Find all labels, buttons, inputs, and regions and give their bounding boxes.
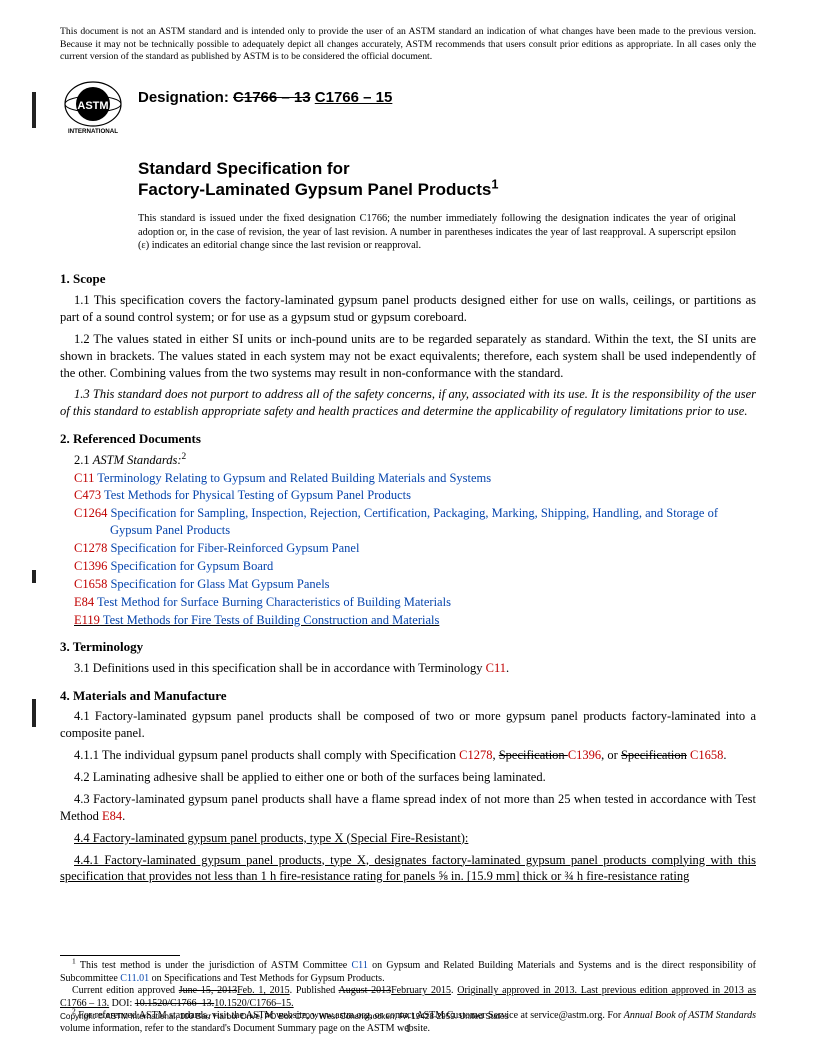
ref-c1396: C1396 Specification for Gypsum Board: [60, 558, 756, 575]
ref-c11-text[interactable]: Terminology Relating to Gypsum and Relat…: [94, 471, 491, 485]
ref-c1264: C1264 Specification for Sampling, Inspec…: [60, 505, 756, 539]
ref-e84-code[interactable]: E84: [74, 595, 94, 609]
fn1-l2-k: 10.1520/C1766–15.: [214, 998, 293, 1009]
materials-heading: 4. Materials and Manufacture: [60, 687, 756, 705]
footnote-rule: [60, 955, 180, 956]
terminology-heading: 3. Terminology: [60, 638, 756, 656]
ref-c1278: C1278 Specification for Fiber-Reinforced…: [60, 540, 756, 557]
mat-4-1-1-strike2: Specification: [621, 748, 687, 762]
fn1-l2-c: Feb. 1, 2015: [237, 985, 290, 996]
mat-4-1-1-f: , or: [601, 748, 621, 762]
ref-c473: C473 Test Methods for Physical Testing o…: [60, 487, 756, 504]
mat-4-3-c: .: [122, 809, 125, 823]
terminology-3-1: 3.1 Definitions used in this specificati…: [60, 660, 756, 677]
ref-c1278-code[interactable]: C1278: [74, 541, 107, 555]
mat-4-1-1-c1658[interactable]: C1658: [690, 748, 723, 762]
fn1-l2-j: 10.1520/C1766–13.: [135, 998, 214, 1009]
mat-4-1-1-c1278[interactable]: C1278: [459, 748, 492, 762]
header-block: ASTM INTERNATIONAL Designation: C1766 – …: [60, 78, 756, 136]
mat-4-3-e84[interactable]: E84: [102, 809, 122, 823]
ref-e119-code[interactable]: E119: [74, 613, 100, 627]
change-bar-logo: [32, 92, 36, 128]
fn1-l2-f: February 2015: [391, 985, 451, 996]
change-bar-e119: [32, 570, 36, 583]
page-number: 1: [0, 1020, 816, 1036]
ref-c11-code[interactable]: C11: [74, 471, 94, 485]
ref-c1264-code[interactable]: C1264: [74, 506, 107, 520]
fn1-l2-e: August 2013: [338, 985, 391, 996]
scope-1-1: 1.1 This specification covers the factor…: [60, 292, 756, 326]
ref-c1396-text[interactable]: Specification for Gypsum Board: [107, 559, 273, 573]
ref-e119: E119 Test Methods for Fire Tests of Buil…: [60, 612, 756, 629]
ref-c473-text[interactable]: Test Methods for Physical Testing of Gyp…: [101, 488, 411, 502]
designation-old: C1766 – 13: [233, 89, 311, 106]
fn1-c11[interactable]: C11: [352, 960, 368, 971]
refdocs-2-1-num: 2.1: [74, 453, 93, 467]
ref-c1658-code[interactable]: C1658: [74, 577, 107, 591]
mat-4-4-1: 4.4.1 Factory-laminated gypsum panel pro…: [60, 852, 756, 886]
ref-c1396-code[interactable]: C1396: [74, 559, 107, 573]
ref-e84: E84 Test Method for Surface Burning Char…: [60, 594, 756, 611]
ref-c11: C11 Terminology Relating to Gypsum and R…: [60, 470, 756, 487]
fn1-l2-b: June 15, 2013: [179, 985, 237, 996]
mat-4-1-1-i: .: [723, 748, 726, 762]
astm-logo: ASTM INTERNATIONAL: [60, 78, 126, 136]
mat-4-1-1-strike1: Specification: [499, 748, 568, 762]
svg-text:ASTM: ASTM: [77, 100, 108, 112]
ref-c1278-text[interactable]: Specification for Fiber-Reinforced Gypsu…: [107, 541, 359, 555]
term-3-1-link[interactable]: C11: [486, 661, 506, 675]
scope-1-2: 1.2 The values stated in either SI units…: [60, 331, 756, 382]
footnote-1-line2: Current edition approved June 15, 2013Fe…: [60, 985, 756, 1010]
fn1-l2-a: Current edition approved: [72, 985, 179, 996]
term-3-1-c: .: [506, 661, 509, 675]
refdocs-sup2: 2: [182, 452, 187, 462]
refdocs-heading: 2. Referenced Documents: [60, 430, 756, 448]
refdocs-2-1-italic: ASTM Standards:: [93, 453, 182, 467]
fn1-c1101[interactable]: C11.01: [120, 973, 149, 984]
top-disclaimer: This document is not an ASTM standard an…: [60, 26, 756, 64]
ref-e119-text[interactable]: Test Methods for Fire Tests of Building …: [100, 613, 439, 627]
mat-4-2: 4.2 Laminating adhesive shall be applied…: [60, 769, 756, 786]
title-line-1: Standard Specification for: [138, 159, 350, 178]
mat-4-1-1-c1396[interactable]: C1396: [568, 748, 601, 762]
fn1-a: This test method is under the jurisdicti…: [76, 960, 352, 971]
fn1-l2-i: DOI:: [109, 998, 135, 1009]
mat-4-3-a: 4.3 Factory-laminated gypsum panel produ…: [60, 792, 756, 823]
footnote-1: 1 This test method is under the jurisdic…: [60, 960, 756, 985]
standard-title: Standard Specification for Factory-Lamin…: [138, 158, 756, 201]
change-bar-4-1-1: [32, 699, 36, 727]
mat-4-1-1-a: 4.1.1 The individual gypsum panel produc…: [74, 748, 459, 762]
ref-c473-code[interactable]: C473: [74, 488, 101, 502]
scope-heading: 1. Scope: [60, 270, 756, 288]
mat-4-3: 4.3 Factory-laminated gypsum panel produ…: [60, 791, 756, 825]
refdocs-2-1: 2.1 ASTM Standards:2: [60, 452, 756, 469]
fn1-l2-d: . Published: [290, 985, 339, 996]
ref-c1264-text[interactable]: Specification for Sampling, Inspection, …: [107, 506, 718, 537]
title-superscript: 1: [491, 176, 498, 191]
title-line-2: Factory-Laminated Gypsum Panel Products: [138, 180, 491, 199]
fn1-e: on Specifications and Test Methods for G…: [149, 973, 384, 984]
designation-label: Designation:: [138, 89, 233, 106]
designation-line: Designation: C1766 – 13 C1766 – 15: [138, 88, 392, 108]
mat-4-1-1: 4.1.1 The individual gypsum panel produc…: [60, 747, 756, 764]
term-3-1-a: 3.1 Definitions used in this specificati…: [74, 661, 486, 675]
designation-new: C1766 – 15: [315, 89, 393, 106]
scope-1-3: 1.3 This standard does not purport to ad…: [60, 386, 756, 420]
issuance-note: This standard is issued under the fixed …: [138, 212, 736, 252]
mat-4-4: 4.4 Factory-laminated gypsum panel produ…: [60, 830, 756, 847]
ref-c1658-text[interactable]: Specification for Glass Mat Gypsum Panel…: [107, 577, 329, 591]
ref-e84-text[interactable]: Test Method for Surface Burning Characte…: [94, 595, 451, 609]
ref-c1658: C1658 Specification for Glass Mat Gypsum…: [60, 576, 756, 593]
svg-text:INTERNATIONAL: INTERNATIONAL: [68, 128, 118, 135]
mat-4-1: 4.1 Factory-laminated gypsum panel produ…: [60, 708, 756, 742]
